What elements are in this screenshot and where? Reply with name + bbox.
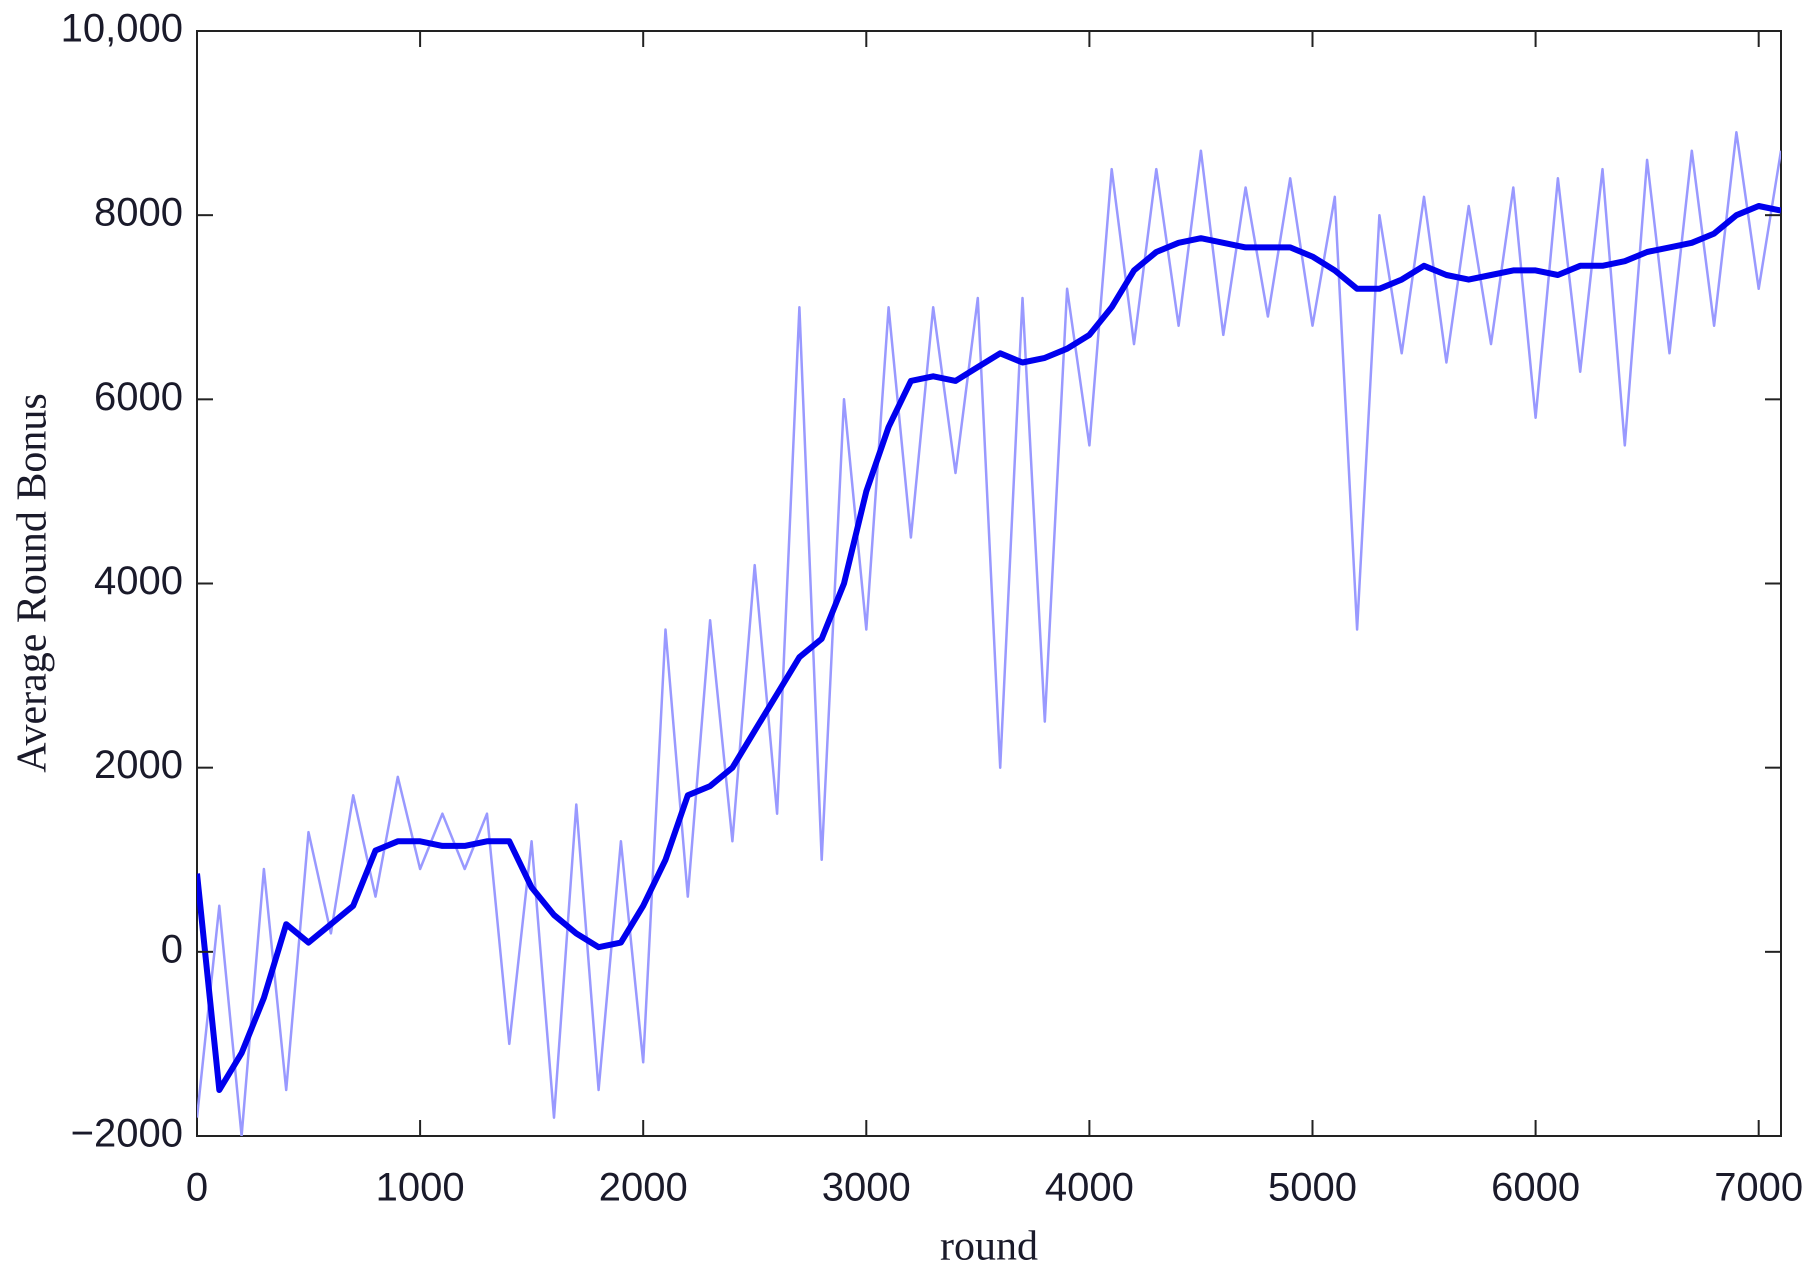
y-tick-label: 4000 — [94, 559, 183, 603]
y-tick-label: 8000 — [94, 191, 183, 235]
x-tick-label: 7000 — [1714, 1166, 1803, 1210]
plot-frame — [196, 30, 1782, 1137]
y-axis-label: Average Round Bonus — [10, 393, 56, 773]
x-tick-label: 5000 — [1268, 1166, 1357, 1210]
x-tick-label: 2000 — [599, 1166, 688, 1210]
y-tick-label: 0 — [161, 927, 183, 971]
raw-line — [197, 131, 1781, 1136]
x-tick-label: 0 — [186, 1166, 208, 1210]
x-axis-label: round — [940, 1224, 1038, 1270]
y-tick-label: −2000 — [71, 1112, 183, 1156]
smoothed-line — [197, 203, 1781, 1093]
y-tick-label: 2000 — [94, 743, 183, 787]
y-tick-label: 10,000 — [61, 7, 183, 51]
x-tick-label: 6000 — [1491, 1166, 1580, 1210]
x-tick-label: 3000 — [822, 1166, 911, 1210]
y-tick-label: 6000 — [94, 375, 183, 419]
x-tick-label: 1000 — [376, 1166, 465, 1210]
x-tick-label: 4000 — [1045, 1166, 1134, 1210]
plot-area — [197, 131, 1781, 1136]
